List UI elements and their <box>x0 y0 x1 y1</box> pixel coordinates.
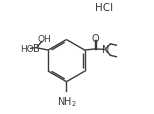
Text: NH$_2$: NH$_2$ <box>57 94 76 108</box>
Text: OH: OH <box>37 35 51 44</box>
Text: O: O <box>92 34 99 44</box>
Text: N: N <box>102 45 109 55</box>
Text: HO: HO <box>20 44 34 53</box>
Text: B: B <box>32 43 39 53</box>
Text: HCl: HCl <box>95 3 113 13</box>
